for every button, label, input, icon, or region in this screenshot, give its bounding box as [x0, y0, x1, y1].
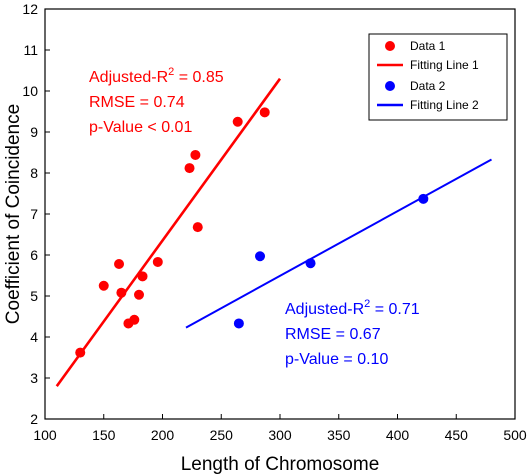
data-2-point [255, 251, 266, 262]
rmse-label: RMSE = 0.67 [285, 326, 381, 343]
y-tick-label: 4 [30, 329, 38, 345]
r2-superscript: 2 [168, 66, 174, 78]
data-1-point [152, 256, 163, 267]
data-1-point [114, 259, 125, 270]
y-tick-label: 9 [30, 124, 38, 140]
y-tick-label: 3 [30, 370, 38, 386]
data-2-point [305, 258, 316, 269]
x-tick-label: 200 [151, 427, 175, 443]
data-1-point [232, 116, 243, 127]
p-value-label: p-Value = 0.10 [285, 351, 388, 368]
x-axis-title: Length of Chromosome [181, 454, 380, 475]
adjusted-r2-text: Adjusted-R [285, 301, 364, 318]
fit-lines [55, 77, 492, 387]
y-tick-label: 7 [30, 206, 38, 222]
x-tick-label: 450 [445, 427, 469, 443]
x-tick-label: 300 [268, 427, 292, 443]
fitting-line-2 [185, 158, 492, 329]
data-1-point [192, 222, 203, 233]
data-1-point [134, 289, 144, 300]
legend-marker-data-1 [385, 41, 395, 51]
y-tick-label: 6 [30, 247, 38, 263]
data-1-point [129, 314, 140, 325]
legend-label-data-2: Data 2 [410, 79, 446, 93]
rmse-label: RMSE = 0.74 [89, 94, 185, 111]
data-1-point [116, 287, 127, 298]
x-tick-label: 250 [210, 427, 234, 443]
y-axis: 2 3 4 5 6 7 8 9 10 11 12 [22, 1, 50, 427]
x-tick-label: 500 [503, 427, 527, 443]
r2-superscript: 2 [364, 298, 370, 310]
y-axis-title: Coefficient of Coincidence [3, 104, 24, 324]
legend-marker-data-2 [385, 81, 395, 91]
data-2-point [233, 318, 244, 329]
x-axis: 100 150 200 250 300 350 400 450 500 [33, 414, 527, 443]
data-1-point [98, 280, 109, 291]
data-2-point [418, 193, 429, 204]
y-tick-label: 12 [22, 1, 38, 17]
y-tick-label: 10 [22, 83, 38, 99]
adjusted-r2-label: Adjusted-R2 = 0.85 [89, 66, 224, 86]
x-tick-label: 150 [92, 427, 116, 443]
y-tick-label: 11 [23, 42, 38, 58]
data-1-point [137, 271, 148, 282]
adjusted-r2-value: = 0.71 [370, 301, 419, 318]
p-value-label: p-Value < 0.01 [89, 119, 192, 136]
data-1-point [184, 163, 195, 174]
data-1-point [75, 347, 86, 358]
x-tick-label: 100 [33, 427, 57, 443]
adjusted-r2-text: Adjusted-R [89, 69, 168, 86]
adjusted-r2-label: Adjusted-R2 = 0.71 [285, 298, 420, 318]
y-tick-label: 8 [30, 165, 38, 181]
data-1-point [190, 149, 201, 160]
x-tick-label: 350 [327, 427, 351, 443]
data-1-point [259, 107, 270, 118]
fitting-line-1 [55, 77, 282, 387]
adjusted-r2-value: = 0.85 [174, 69, 223, 86]
legend-label-data-1: Data 1 [410, 39, 446, 53]
legend: Data 1 Fitting Line 1 Data 2 Fitting Line 2 [368, 33, 508, 121]
data-points [75, 107, 429, 358]
y-tick-label: 5 [30, 288, 38, 304]
legend-label-fit-2: Fitting Line 2 [410, 98, 479, 112]
legend-label-fit-1: Fitting Line 1 [410, 58, 479, 72]
x-tick-label: 400 [386, 427, 410, 443]
y-tick-label: 2 [30, 411, 38, 427]
